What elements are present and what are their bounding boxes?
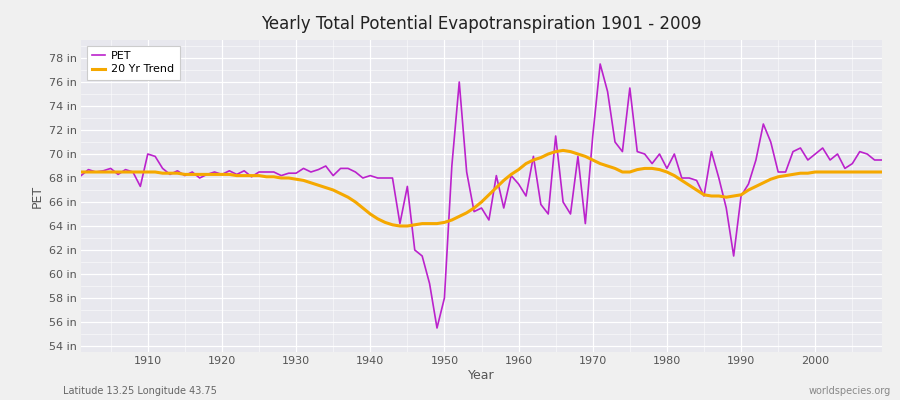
20 Yr Trend: [558, 148, 569, 153]
PET: [595, 62, 606, 66]
Line: 20 Yr Trend: 20 Yr Trend: [81, 150, 882, 226]
Text: worldspecies.org: worldspecies.org: [809, 386, 891, 396]
20 Yr Trend: [877, 170, 887, 174]
PET: [513, 182, 524, 186]
Legend: PET, 20 Yr Trend: PET, 20 Yr Trend: [86, 46, 180, 80]
PET: [520, 194, 531, 198]
PET: [135, 184, 146, 189]
PET: [432, 326, 443, 330]
20 Yr Trend: [394, 224, 405, 228]
20 Yr Trend: [520, 161, 531, 166]
20 Yr Trend: [513, 167, 524, 172]
PET: [877, 158, 887, 162]
20 Yr Trend: [343, 195, 354, 200]
Y-axis label: PET: PET: [31, 184, 43, 208]
Line: PET: PET: [81, 64, 882, 328]
PET: [298, 166, 309, 171]
Text: Latitude 13.25 Longitude 43.75: Latitude 13.25 Longitude 43.75: [63, 386, 217, 396]
PET: [343, 166, 354, 171]
Title: Yearly Total Potential Evapotranspiration 1901 - 2009: Yearly Total Potential Evapotranspiratio…: [261, 15, 702, 33]
PET: [76, 173, 86, 178]
20 Yr Trend: [617, 170, 628, 174]
PET: [617, 149, 628, 154]
X-axis label: Year: Year: [468, 369, 495, 382]
20 Yr Trend: [135, 170, 146, 174]
20 Yr Trend: [76, 170, 86, 174]
20 Yr Trend: [298, 178, 309, 183]
